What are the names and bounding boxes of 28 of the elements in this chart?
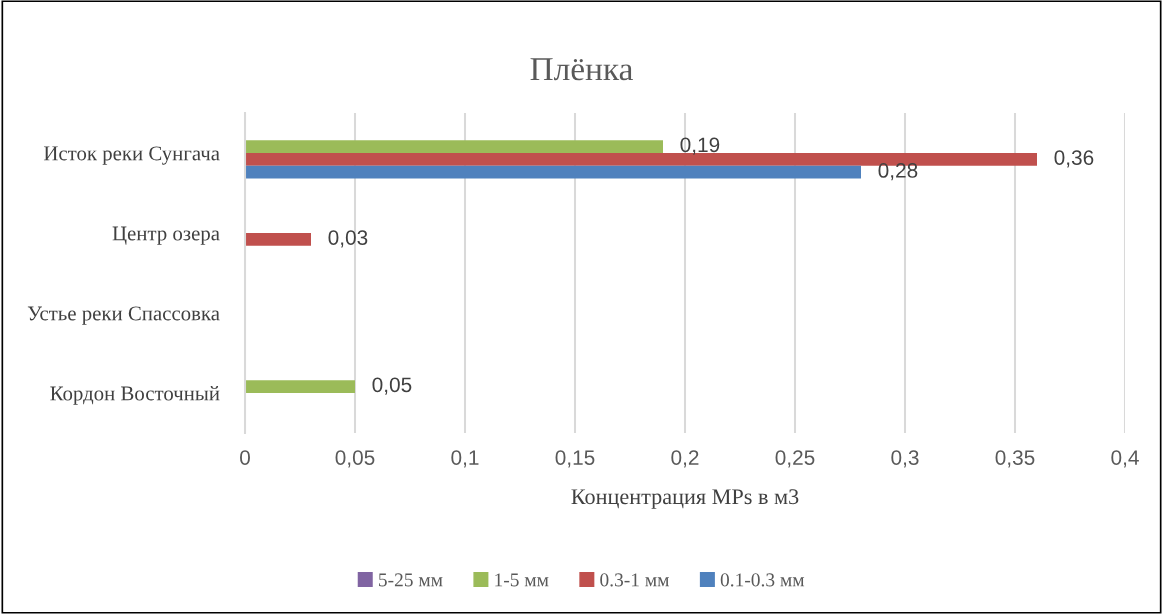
y-tick-label: Центр озера [112,226,220,245]
legend-label: 1-5 мм [495,573,549,587]
legend-label: 5-25 мм [379,573,443,587]
data-label: 0,03 [328,230,368,248]
x-tick-label: 0,25 [775,450,815,468]
bar [245,165,861,179]
x-tick-label: 0 [240,450,250,465]
legend-label: 0.1-0.3 мм [720,573,805,587]
x-tick-label: 0,1 [451,450,479,468]
x-tick-label: 0,05 [335,450,375,468]
y-tick-label: Кордон Восточный [50,385,220,405]
x-tick-label: 0,15 [555,450,595,468]
x-axis-title: Концентрация MPs в м3 [571,489,799,509]
x-tick-label: 0,4 [1111,450,1139,468]
bar [245,380,355,393]
y-tick-label: Устье реки Спассовка [27,306,220,325]
x-tick-label: 0,35 [995,450,1035,468]
chart-title: Плёнка [530,58,633,81]
legend-label: 0.3-1 мм [600,573,669,587]
data-label: 0,19 [680,137,720,155]
bar [245,140,663,153]
x-tick-label: 0,2 [671,450,699,468]
data-label: 0,05 [372,377,412,395]
y-tick-label: Исток реки Сунгача [43,146,220,165]
data-label: 0,36 [1054,150,1094,168]
x-tick-label: 0,3 [891,450,919,468]
bar [245,233,311,246]
data-label: 0,28 [878,163,918,181]
